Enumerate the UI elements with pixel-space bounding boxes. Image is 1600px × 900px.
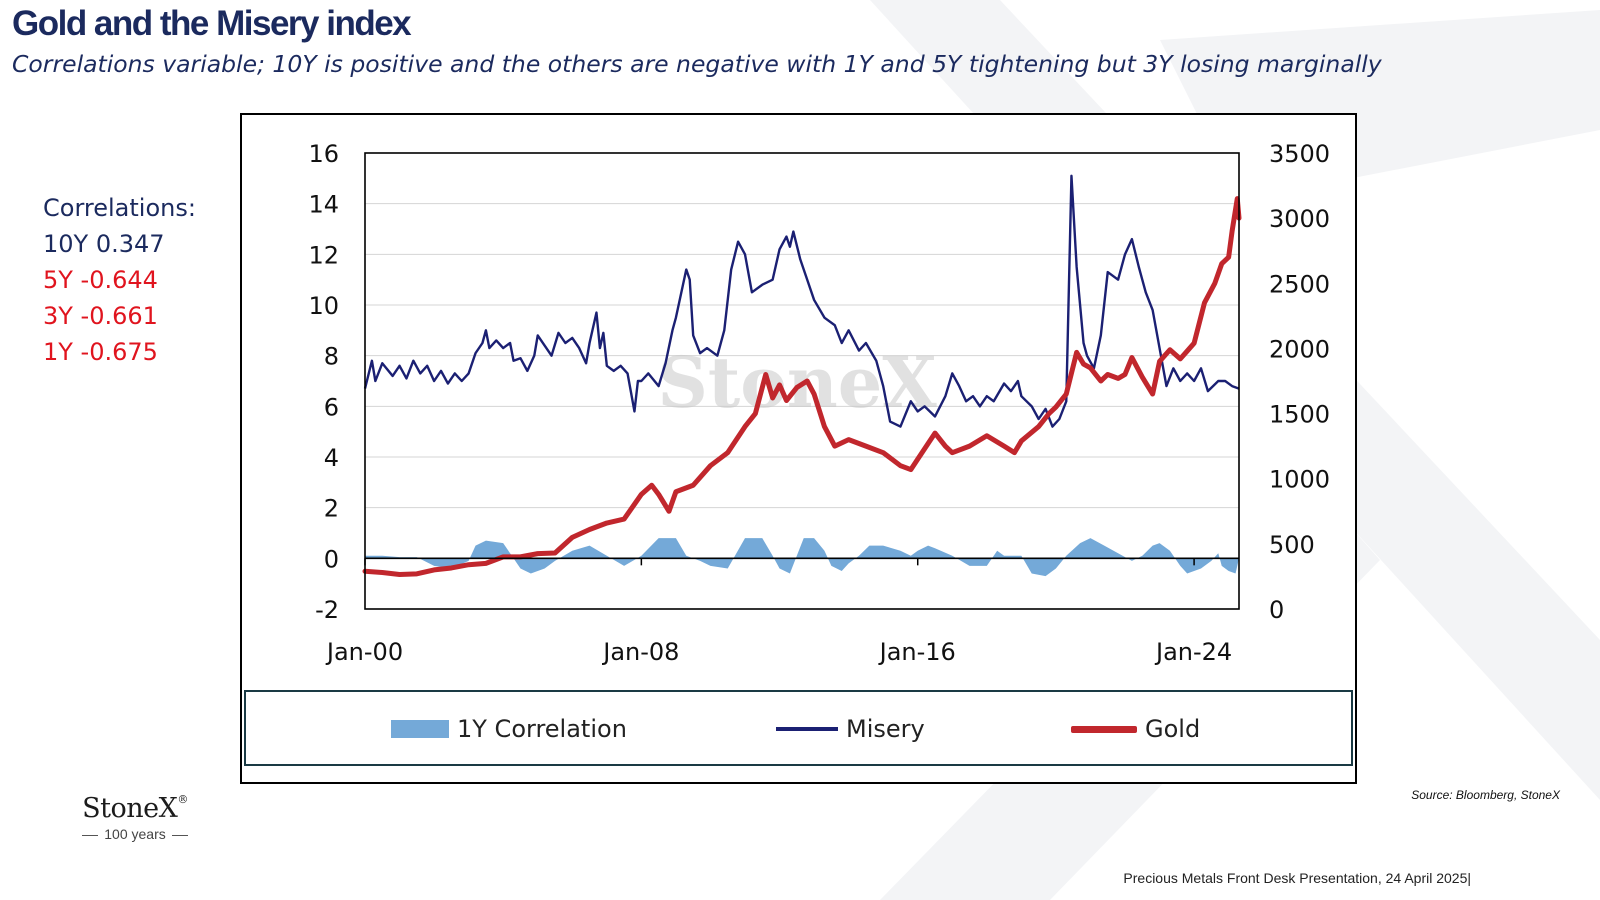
y-left-tick-label: 12 [308,241,339,269]
brand-logo: StoneX® 100 years [70,793,200,842]
correlations-panel: Correlations: 10Y 0.347 5Y -0.644 3Y -0.… [43,190,196,370]
y-left-tick-label: 14 [308,191,339,219]
series-1y-correlation-area [365,538,1239,577]
x-tick-label: Jan-16 [878,638,956,666]
gold-misery-chart: StoneX Jan-00 Jan-08 Jan-16 Jan-24 -2 0 2 4 6 8 10… [308,140,1330,666]
x-tick-label: Jan-00 [325,638,403,666]
y-left-tick-label: 2 [324,495,339,523]
series-misery-line [363,174,1240,428]
source-note: Source: Bloomberg, StoneX [1411,788,1560,802]
y-right-tick-label: 2000 [1269,335,1330,363]
page-title: Gold and the Misery index [12,4,412,43]
legend-swatch-misery [776,727,838,731]
legend-item-misery: Misery [776,714,925,744]
y-left-tick-label: 4 [324,444,339,472]
y-left-tick-label: -2 [315,596,339,624]
legend-label-correlation: 1Y Correlation [457,715,627,743]
correlation-1y: 1Y -0.675 [43,338,158,366]
correlations-heading: Correlations: [43,194,196,222]
chart-legend: 1Y Correlation Misery Gold [244,690,1353,766]
chart-frame: StoneX Jan-00 Jan-08 Jan-16 Jan-24 -2 0 2 4 6 8 10… [240,113,1357,784]
legend-swatch-correlation [391,720,449,738]
footer-note: Precious Metals Front Desk Presentation,… [1123,870,1471,886]
x-tick-label: Jan-24 [1154,638,1232,666]
plot-border [364,152,1240,610]
y-left-tick-label: 6 [324,393,339,421]
legend-item-gold: Gold [1071,714,1200,744]
series-gold-line [362,196,1242,577]
chart-watermark: StoneX [657,341,937,424]
correlation-10y: 10Y 0.347 [43,230,165,258]
y-left-tick-label: 16 [308,140,339,168]
legend-item-correlation: 1Y Correlation [391,714,627,744]
y-left-tick-label: 0 [324,545,339,573]
correlation-5y: 5Y -0.644 [43,266,158,294]
y-left-tick-label: 8 [324,343,339,371]
y-right-tick-label: 3000 [1269,205,1330,233]
correlation-3y: 3Y -0.661 [43,302,158,330]
legend-label-misery: Misery [846,715,925,743]
page-subtitle: Correlations variable; 10Y is positive a… [12,50,1382,78]
brand-tagline: 100 years [104,826,166,842]
y-right-tick-label: 2500 [1269,270,1330,298]
brand-reg-mark: ® [177,793,188,806]
y-left-tick-label: 10 [308,292,339,320]
x-tick-label: Jan-08 [601,638,679,666]
legend-swatch-gold [1071,725,1137,733]
y-right-tick-label: 500 [1269,531,1315,559]
y-right-tick-label: 1500 [1269,401,1330,429]
legend-label-gold: Gold [1145,715,1201,743]
y-right-tick-label: 3500 [1269,140,1330,168]
y-right-tick-label: 0 [1269,596,1284,624]
y-right-tick-label: 1000 [1269,466,1330,494]
brand-name: StoneX [82,793,178,824]
